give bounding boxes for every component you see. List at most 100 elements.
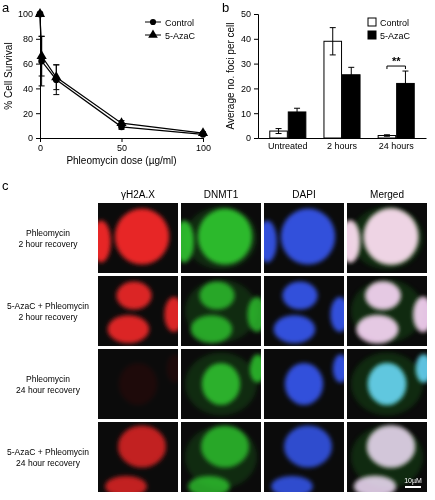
micrograph [181, 349, 266, 419]
micrograph [98, 276, 184, 346]
row-label-line: 2 hour recovery [18, 312, 78, 322]
legend-swatch [368, 18, 376, 26]
tick-label: 100 [18, 9, 33, 19]
column-header: DNMT1 [204, 189, 239, 200]
y-axis: 0 10 20 30 40 50 [241, 9, 259, 143]
tick: 0 [246, 133, 258, 143]
tick: 50 [241, 9, 258, 19]
tick: 24 hours [379, 138, 415, 151]
tick-mark [36, 113, 40, 114]
row-label: Phleomycin2 hour recovery [18, 228, 78, 249]
error-bar [276, 129, 282, 134]
tick-mark [122, 138, 123, 142]
micrograph [264, 422, 344, 497]
tick-mark [254, 64, 258, 65]
row-label-line: 2 hour recovery [18, 239, 78, 249]
micrograph [347, 349, 432, 419]
tick-label: 100 [196, 143, 211, 153]
line-chart: 0 50 100 0 20 40 60 80 100 Phleomycin dose (µg/ml… [3, 8, 211, 166]
y-axis: 0 20 40 60 80 100 [18, 9, 41, 143]
x-axis-title: Phleomycin dose (µg/ml) [66, 155, 176, 166]
legend: Control 5-AzaC [145, 18, 196, 41]
bar-chart: Untreated2 hours24 hours0 10 20 30 40 50 Avera… [225, 9, 427, 151]
row-label: 5-AzaC + Phleomycin24 hour recovery [7, 447, 89, 468]
legend-entry: Control [368, 18, 409, 28]
annotation: ** [392, 55, 401, 67]
x-axis: Untreated2 hours24 hours [259, 138, 427, 151]
marker [37, 50, 47, 59]
tick: 20 [241, 84, 258, 94]
error-bar [348, 67, 354, 82]
legend-marker [148, 29, 158, 37]
tick: 50 [117, 138, 127, 153]
tick-mark [254, 88, 258, 89]
marker [35, 8, 45, 17]
tick-label: 10 [241, 109, 251, 119]
series-line [40, 14, 203, 134]
micrograph [347, 276, 433, 346]
micrograph [181, 276, 267, 346]
tick: 40 [241, 34, 258, 44]
micrograph [175, 203, 261, 273]
tick-mark [254, 14, 258, 15]
tick: 30 [241, 59, 258, 69]
scale-bar [405, 486, 421, 488]
error-bar [402, 71, 408, 96]
row-label-line: Phleomycin [26, 228, 70, 238]
row-label: Phleomycin24 hour recovery [16, 374, 81, 395]
panel-label: b [222, 0, 229, 15]
error-bar [330, 28, 336, 55]
tick-label: 30 [241, 59, 251, 69]
tick: 0 [28, 133, 40, 143]
bar [378, 136, 396, 138]
tick-label: 50 [117, 143, 127, 153]
tick: 100 [196, 138, 211, 153]
series-line [40, 14, 203, 133]
micrograph [92, 203, 178, 273]
tick-label: 40 [241, 34, 251, 44]
tick-label: 60 [23, 59, 33, 69]
column-header: Merged [370, 189, 404, 200]
tick: 10 [241, 109, 258, 119]
tick-mark [36, 39, 40, 40]
row-label-line: 5-AzaC + Phleomycin [7, 447, 89, 457]
image-grid: γH2A.XDNMT1DAPIMergedPhleomycin2 hour re… [7, 189, 433, 497]
x-axis: 0 50 100 [38, 138, 211, 153]
micrograph [181, 422, 261, 497]
micrograph [98, 422, 178, 497]
x-axis-line [259, 138, 427, 139]
figure: abc050100020406080100Phleomycin dose (µg… [0, 0, 435, 500]
plot-area [270, 28, 414, 138]
column-header: γH2A.X [121, 189, 155, 200]
y-axis-title: % Cell Survival [3, 42, 14, 109]
row-label: 5-AzaC + Phleomycin2 hour recovery [7, 301, 89, 322]
scale-bar-label: 10µM [404, 477, 422, 485]
marker [198, 127, 208, 136]
legend-label: 5-AzaC [165, 31, 196, 41]
micrograph [264, 276, 350, 346]
tick: 80 [23, 34, 40, 44]
tick-label: Untreated [268, 141, 308, 151]
bar [324, 41, 342, 138]
micrograph [264, 349, 349, 419]
legend-entry: 5-AzaC [368, 31, 411, 41]
y-axis-title: Average no. foci per cell [225, 22, 236, 129]
tick-mark [36, 88, 40, 89]
bar [342, 75, 360, 138]
tick-label: 24 hours [379, 141, 415, 151]
row-label-line: 24 hour recovery [16, 385, 81, 395]
tick-mark [203, 138, 204, 142]
x-axis-line [41, 139, 204, 143]
legend-swatch [368, 31, 376, 39]
tick-mark [254, 138, 258, 139]
error-bar [39, 36, 45, 86]
legend-entry: Control [145, 18, 194, 28]
marker [51, 71, 61, 80]
tick-label: 20 [23, 109, 33, 119]
tick-label: 0 [38, 143, 43, 153]
micrograph [341, 203, 427, 273]
tick: Untreated [268, 138, 308, 151]
tick: 40 [23, 84, 40, 94]
error-bar [384, 135, 390, 136]
error-bar [294, 108, 300, 115]
